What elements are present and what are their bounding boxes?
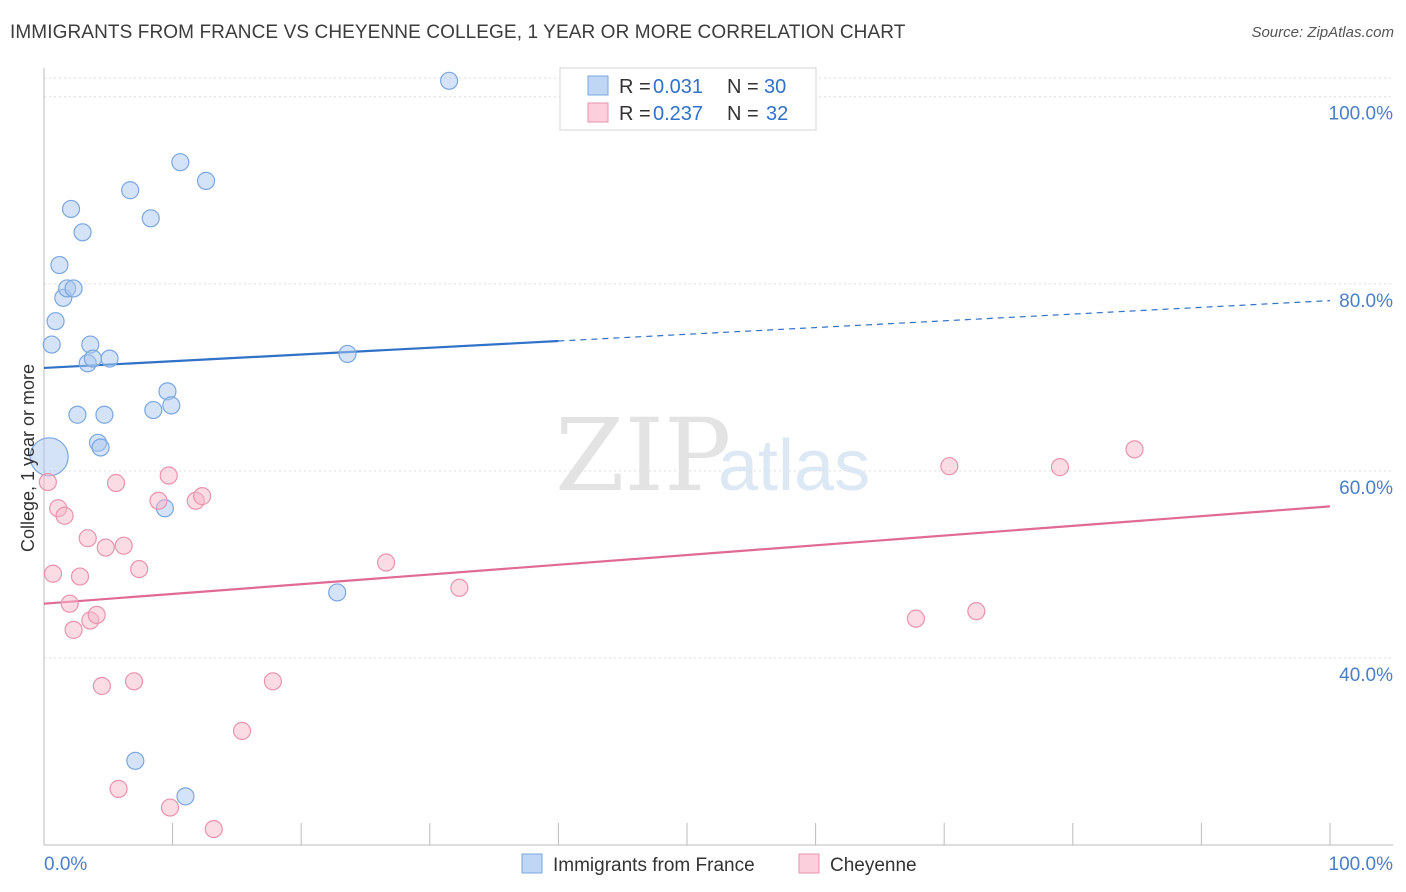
series-legend-swatch-blue bbox=[521, 853, 543, 874]
point-blue-6 bbox=[61, 199, 81, 219]
point-pink-9 bbox=[87, 605, 106, 625]
legend-r-label-1: R = bbox=[619, 76, 651, 98]
gridlines bbox=[44, 77, 1393, 659]
point-pink-27 bbox=[906, 609, 926, 628]
point-pink-0 bbox=[38, 472, 57, 492]
point-pink-13 bbox=[109, 779, 128, 798]
y-tick-label-40: 40.0% bbox=[1339, 665, 1393, 686]
point-blue-8 bbox=[68, 405, 87, 424]
point-pink-29 bbox=[967, 602, 986, 621]
point-blue-2 bbox=[46, 312, 65, 331]
point-pink-10 bbox=[92, 676, 111, 696]
point-pink-30 bbox=[1050, 458, 1070, 477]
point-pink-15 bbox=[124, 672, 144, 691]
watermark-atlas: atlas bbox=[718, 426, 870, 506]
legend-n-value-2: 32 bbox=[766, 103, 788, 125]
source-credit: Source: ZipAtlas.com bbox=[1251, 24, 1394, 41]
point-pink-14 bbox=[114, 536, 133, 555]
trend-line-blue-projection bbox=[558, 300, 1331, 342]
point-pink-31 bbox=[1125, 440, 1144, 459]
point-blue-1 bbox=[42, 335, 61, 354]
y-tick-label-60: 60.0% bbox=[1339, 478, 1393, 499]
legend-swatch-blue bbox=[587, 75, 609, 96]
point-pink-1 bbox=[43, 564, 63, 583]
point-blue-7 bbox=[64, 279, 83, 298]
point-pink-24 bbox=[263, 672, 283, 691]
point-pink-6 bbox=[70, 567, 90, 586]
trend-lines bbox=[43, 300, 1331, 605]
point-blue-12 bbox=[83, 349, 102, 368]
point-blue-28 bbox=[126, 751, 145, 770]
point-pink-11 bbox=[96, 538, 115, 557]
trend-line-blue bbox=[43, 339, 559, 370]
point-blue-15 bbox=[95, 405, 114, 424]
x-tick-label-min: 0.0% bbox=[44, 854, 87, 875]
chart-title: IMMIGRANTS FROM FRANCE VS CHEYENNE COLLE… bbox=[10, 22, 906, 43]
point-pink-22 bbox=[204, 819, 223, 839]
legend-r-label-2: R = bbox=[619, 103, 651, 125]
legend-n-label-1: N = bbox=[727, 76, 759, 98]
point-blue-25 bbox=[328, 583, 347, 602]
point-pink-25 bbox=[376, 553, 396, 572]
point-blue-24 bbox=[196, 171, 216, 190]
legend-swatch-pink bbox=[587, 102, 609, 123]
trend-line-pink bbox=[43, 505, 1331, 605]
point-blue-16 bbox=[100, 349, 119, 368]
point-pink-26 bbox=[450, 578, 469, 597]
series-legend-label-blue: Immigrants from France bbox=[553, 855, 755, 876]
point-pink-3 bbox=[55, 506, 74, 525]
point-pink-17 bbox=[149, 491, 168, 510]
point-blue-14 bbox=[91, 438, 110, 457]
y-tick-label-80: 80.0% bbox=[1339, 291, 1393, 312]
point-blue-18 bbox=[141, 209, 160, 228]
data-points bbox=[29, 71, 1144, 839]
point-blue-22 bbox=[162, 396, 181, 415]
point-pink-28 bbox=[940, 457, 959, 476]
point-pink-4 bbox=[60, 594, 79, 613]
point-blue-17 bbox=[121, 181, 140, 200]
point-pink-19 bbox=[160, 798, 180, 817]
x-tick-label-max: 100.0% bbox=[1329, 854, 1394, 875]
legend-n-label-2: N = bbox=[727, 103, 759, 125]
watermark: ZIP atlas bbox=[555, 397, 870, 514]
point-pink-21 bbox=[193, 487, 212, 506]
point-pink-23 bbox=[232, 721, 252, 740]
point-blue-9 bbox=[73, 223, 92, 242]
legend-r-value-1: 0.031 bbox=[653, 76, 703, 98]
point-pink-16 bbox=[130, 559, 149, 579]
legend-r-value-2: 0.237 bbox=[653, 103, 703, 125]
y-axis-label: College, 1 year or more bbox=[18, 364, 38, 552]
y-tick-label-100: 100.0% bbox=[1329, 104, 1394, 125]
point-pink-7 bbox=[78, 529, 97, 548]
point-blue-29 bbox=[176, 787, 195, 806]
watermark-zip: ZIP bbox=[555, 397, 731, 514]
point-blue-27 bbox=[439, 71, 459, 90]
series-legend-swatch-pink bbox=[798, 853, 820, 874]
point-pink-18 bbox=[159, 466, 178, 485]
series-legend: Immigrants from France Cheyenne bbox=[521, 853, 917, 876]
point-blue-26 bbox=[338, 344, 357, 364]
correlation-legend: R = 0.031 N = 30 R = 0.237 N = 32 bbox=[559, 67, 817, 131]
series-legend-label-pink: Cheyenne bbox=[830, 855, 917, 876]
point-blue-23 bbox=[171, 153, 190, 172]
point-pink-12 bbox=[106, 473, 126, 493]
point-pink-5 bbox=[64, 620, 83, 639]
point-blue-3 bbox=[50, 255, 69, 275]
x-tick-labels: 0.0% 100.0% bbox=[44, 854, 1393, 875]
legend-n-value-1: 30 bbox=[764, 76, 786, 98]
point-blue-19 bbox=[144, 400, 163, 420]
